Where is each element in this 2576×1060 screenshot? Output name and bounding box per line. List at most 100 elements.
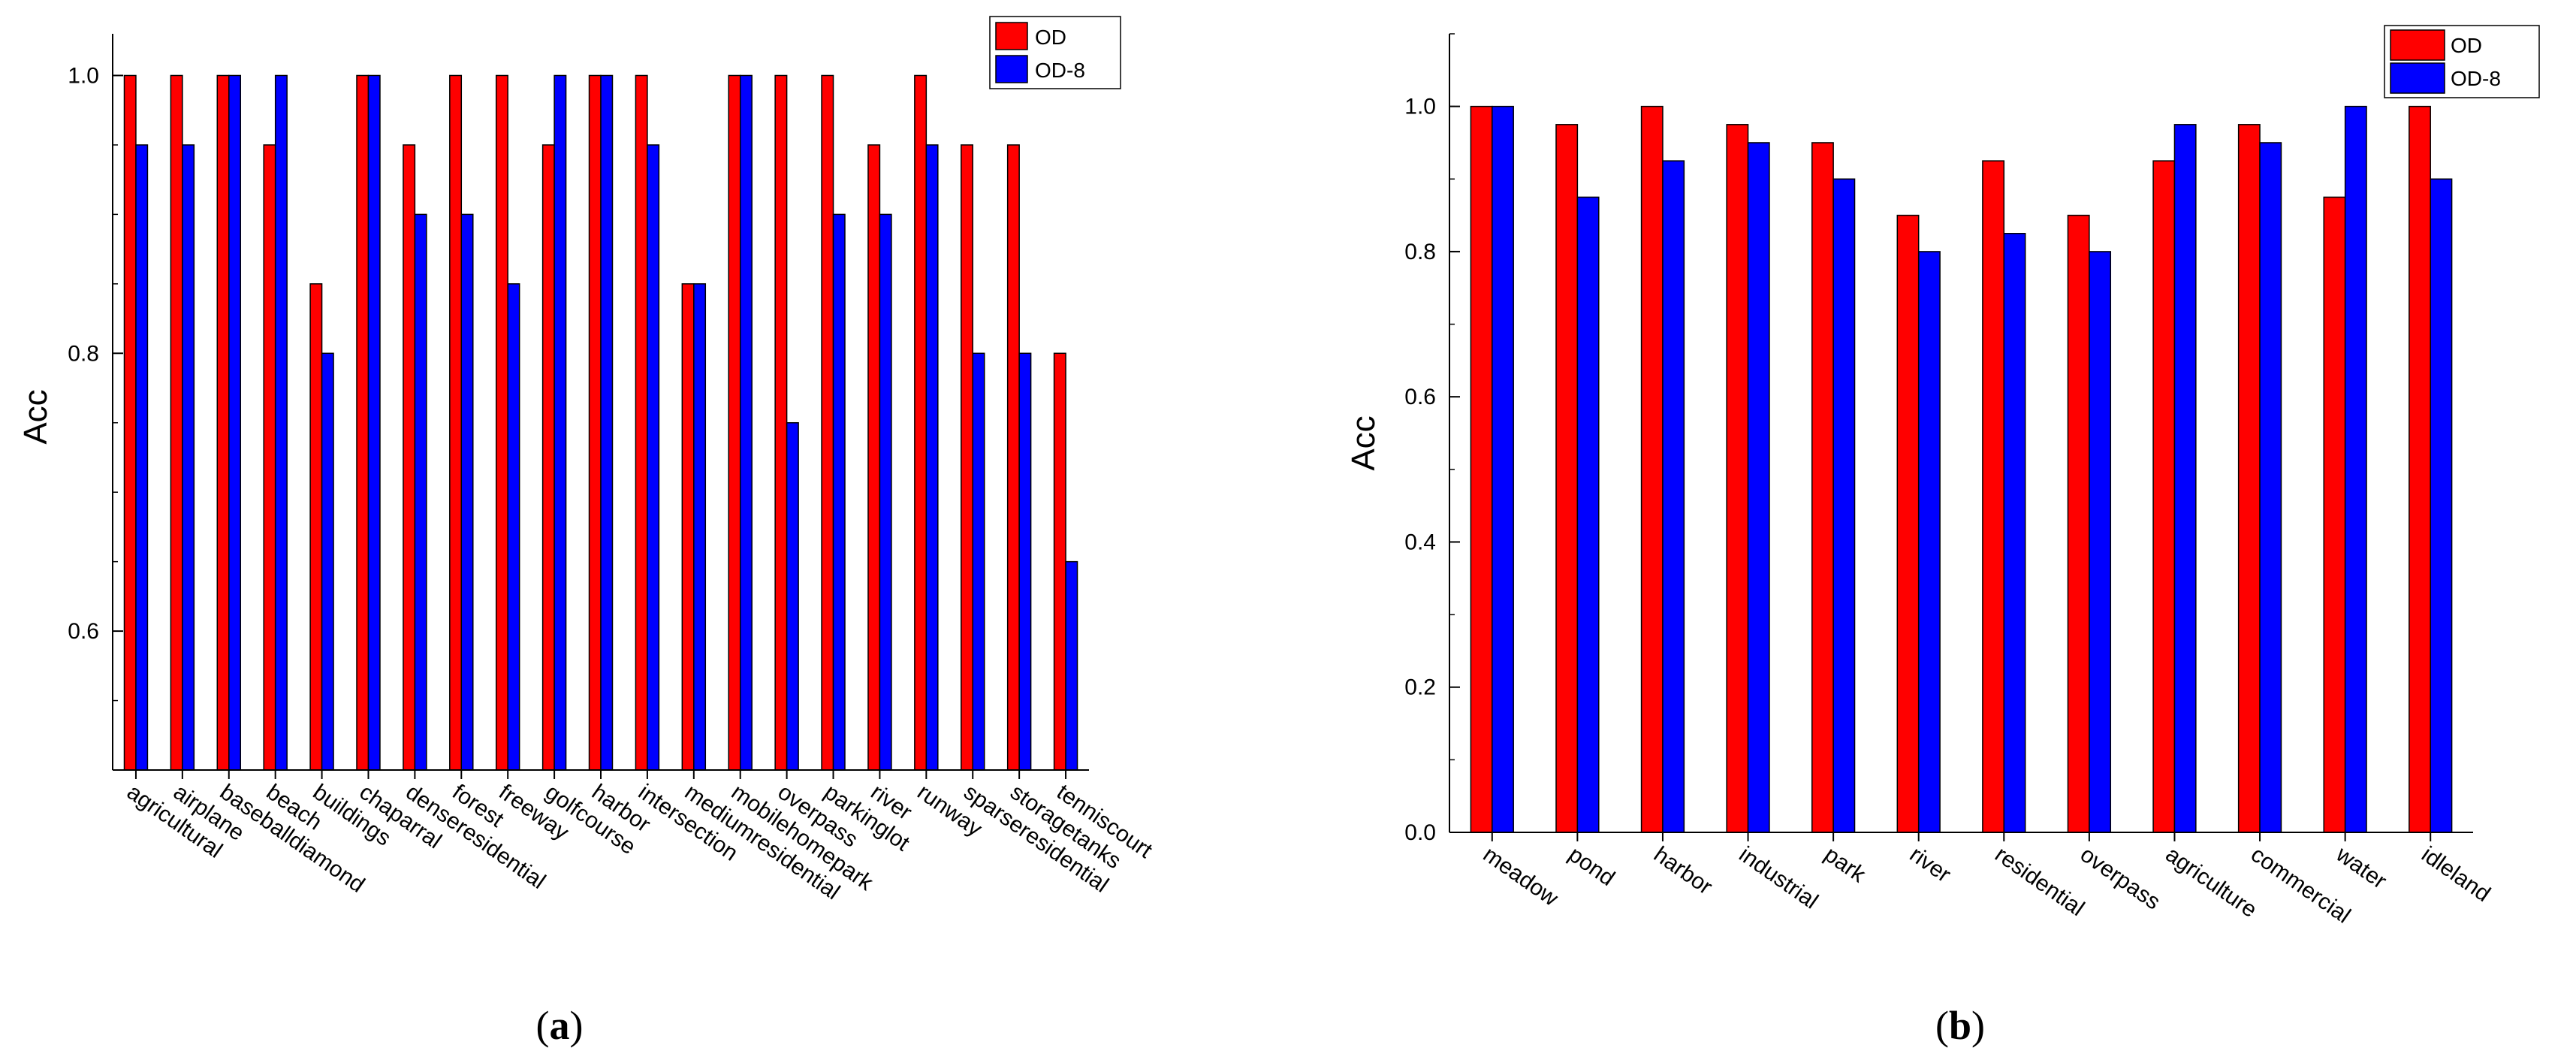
chart-b-bar-od-meadow bbox=[1470, 105, 1493, 833]
chart-b-x-tick-label-park: park bbox=[1820, 842, 1871, 888]
chart-a-y-tick-label: 0.6 bbox=[68, 619, 99, 644]
chart-b-y-tick-label: 0.2 bbox=[1404, 675, 1436, 700]
chart-b-bar-od8-river bbox=[1917, 251, 1941, 833]
chart-a-bar-od8-airplane bbox=[182, 144, 195, 771]
chart-a-y-ticks: 0.6 0.8 1.0 bbox=[68, 63, 123, 771]
chart-b-bar-od8-pond bbox=[1576, 196, 1600, 833]
chart-a-bar-od-runway bbox=[914, 74, 928, 771]
chart-b-y-ticks: 0.0 0.2 0.4 0.6 0.8 1.0 bbox=[1404, 33, 1460, 845]
chart-a-bar-od-harbor bbox=[588, 74, 602, 771]
chart-a-legend-swatch-od bbox=[995, 22, 1028, 50]
chart-b-x-tick-label-pond: pond bbox=[1564, 842, 1619, 891]
chart-b-bar-od8-agriculture bbox=[2173, 124, 2197, 833]
chart-b-x-tick-label-meadow: meadow bbox=[1479, 842, 1563, 911]
chart-a-bar-od-mobilehomepark bbox=[728, 74, 741, 771]
chart-b-bar-od8-overpass bbox=[2089, 251, 2112, 833]
chart-a-bar-od8-denseresidential bbox=[414, 213, 427, 771]
chart-b-bar-od8-industrial bbox=[1747, 142, 1770, 833]
chart-a-y-tick-label: 0.8 bbox=[68, 341, 99, 366]
chart-b-y-tick-label: 0.8 bbox=[1404, 240, 1436, 264]
chart-b-caption: (b) bbox=[1935, 1003, 1985, 1048]
chart-a-bar-od8-mediumresidential bbox=[693, 283, 707, 771]
chart-b-x-tick-label-overpass: overpass bbox=[2076, 842, 2165, 915]
chart-a-legend-swatch-od8 bbox=[995, 55, 1028, 83]
chart-a-bars bbox=[123, 74, 1078, 771]
chart-a-bar-od8-parkinglot bbox=[832, 213, 846, 771]
chart-a-legend: OD OD-8 bbox=[989, 16, 1121, 89]
chart-a-bar-od8-agricultural bbox=[135, 144, 149, 771]
chart-a-bar-od8-chaparral bbox=[367, 74, 381, 771]
chart-a-bar-od-mediumresidential bbox=[681, 283, 695, 771]
chart-a-bar-od-baseballdiamond bbox=[216, 74, 230, 771]
chart-b-bar-od8-idleland bbox=[2430, 178, 2453, 833]
chart-a-legend-label-od8: OD-8 bbox=[1035, 59, 1085, 82]
chart-a-bar-od8-harbor bbox=[600, 74, 614, 771]
chart-a-legend-label-od: OD bbox=[1035, 26, 1066, 49]
chart-a-bar-od-intersection bbox=[635, 74, 648, 771]
chart-a-bar-od8-golfcourse bbox=[554, 74, 567, 771]
chart-b-bar-od-idleland bbox=[2409, 105, 2431, 833]
chart-a-bar-od-sparseresidential bbox=[961, 144, 973, 771]
chart-b-bar-od-commercial bbox=[2237, 124, 2261, 833]
chart-a-bar-od8-freeway bbox=[507, 283, 520, 771]
chart-b-legend: OD OD-8 bbox=[2384, 25, 2540, 98]
chart-a-bar-od8-mobilehomepark bbox=[739, 74, 753, 771]
chart-a-caption: (a) bbox=[536, 1003, 584, 1048]
chart-a-bar-od-parkinglot bbox=[821, 74, 834, 771]
chart-a-bar-od8-storagetanks bbox=[1018, 352, 1032, 771]
chart-b-bars bbox=[1470, 105, 2453, 833]
chart-b-x-tick-label-industrial: industrial bbox=[1735, 842, 1823, 914]
chart-b-x-tick-label-harbor: harbor bbox=[1649, 842, 1717, 900]
chart-b-legend-label-od8: OD-8 bbox=[2451, 67, 2501, 90]
chart-a-bar-od-overpass bbox=[774, 74, 788, 771]
chart-b-bar-od8-harbor bbox=[1662, 160, 1685, 833]
chart-b-bar-od8-meadow bbox=[1492, 105, 1514, 833]
chart-a-bar-od-golfcourse bbox=[541, 144, 555, 771]
chart-b-bar-od-agriculture bbox=[2152, 160, 2176, 833]
chart-b-bar-od8-water bbox=[2344, 105, 2367, 833]
chart-b-x-tick-label-residential: residential bbox=[1990, 842, 2089, 921]
chart-a-bar-od8-buildings bbox=[321, 352, 334, 771]
chart-b-bar-od-pond bbox=[1555, 124, 1579, 833]
chart-b-x-tick-label-agriculture: agriculture bbox=[2161, 842, 2261, 923]
chart-a-y-axis-title: Acc bbox=[17, 389, 54, 444]
chart-b-bar-od-harbor bbox=[1640, 105, 1664, 833]
chart-a-bar-od-forest bbox=[449, 74, 463, 771]
chart-b-y-tick-label: 0.0 bbox=[1404, 820, 1436, 845]
chart-b-bar-od-river bbox=[1896, 214, 1920, 833]
chart-a-bar-od-storagetanks bbox=[1006, 144, 1020, 771]
chart-a: 0.6 0.8 1.0 agriculturalairplanebaseballdi… bbox=[17, 16, 1157, 1048]
chart-a-bar-od8-forest bbox=[460, 213, 474, 771]
chart-a-x-ticks: agriculturalairplanebaseballdiamondbeach… bbox=[122, 770, 1157, 904]
chart-b-bar-od-water bbox=[2323, 196, 2346, 833]
chart-a-bar-od-chaparral bbox=[356, 74, 370, 771]
chart-a-bar-od8-sparseresidential bbox=[972, 352, 985, 771]
chart-a-caption-letter: a bbox=[550, 1003, 570, 1048]
chart-b: 0.0 0.2 0.4 0.6 0.8 1.0 meadow pond harbor indus… bbox=[1345, 25, 2540, 1048]
chart-a-bar-od8-overpass bbox=[786, 421, 799, 771]
chart-b-caption-letter: b bbox=[1949, 1003, 1971, 1048]
chart-a-bar-od8-baseballdiamond bbox=[228, 74, 241, 771]
chart-b-bar-od8-park bbox=[1832, 178, 1856, 833]
chart-b-legend-label-od: OD bbox=[2451, 34, 2482, 57]
chart-b-axes bbox=[1449, 34, 2473, 833]
chart-a-bar-od-freeway bbox=[495, 74, 508, 771]
chart-b-bar-od-overpass bbox=[2067, 214, 2090, 833]
chart-b-bar-od-industrial bbox=[1726, 124, 1749, 833]
chart-b-x-tick-label-water: water bbox=[2331, 841, 2391, 894]
chart-b-legend-swatch-od8 bbox=[2390, 62, 2445, 94]
chart-a-bar-od-denseresidential bbox=[403, 144, 416, 771]
chart-b-bar-od8-residential bbox=[2003, 233, 2026, 833]
chart-a-bar-od8-intersection bbox=[647, 144, 660, 771]
chart-a-bar-od-airplane bbox=[170, 74, 183, 771]
chart-b-legend-swatch-od bbox=[2390, 29, 2445, 61]
chart-b-y-axis-title: Acc bbox=[1345, 415, 1382, 470]
chart-b-bar-od-residential bbox=[1982, 160, 2005, 833]
chart-b-y-tick-label: 0.6 bbox=[1404, 385, 1436, 409]
chart-b-y-tick-label: 0.4 bbox=[1404, 530, 1436, 554]
chart-a-bar-od8-river bbox=[879, 213, 892, 771]
chart-a-bar-od-beach bbox=[263, 144, 276, 771]
chart-a-bar-od-river bbox=[867, 144, 881, 771]
